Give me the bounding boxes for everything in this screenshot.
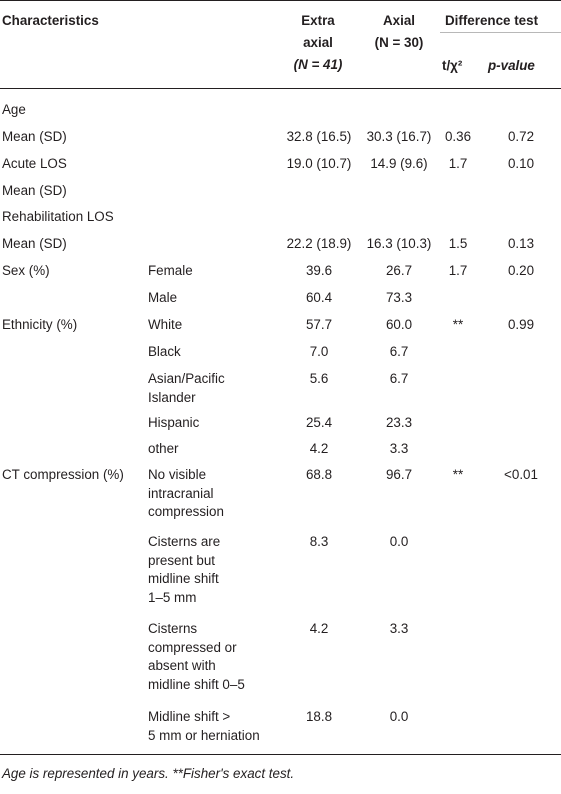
header-extra-axial-n: (N = 41) <box>293 57 343 72</box>
row-p-value: 0.20 <box>507 263 535 278</box>
row-extra-axial-value: 32.8 (16.5) <box>286 129 352 144</box>
row-subcategory: Islander <box>148 389 196 405</box>
bottom-rule <box>0 754 561 755</box>
header-axial-n: (N = 30) <box>374 35 424 50</box>
row-characteristic: Sex (%) <box>2 263 50 278</box>
header-characteristics: Characteristics <box>2 13 99 28</box>
row-subcategory: Male <box>148 290 178 305</box>
row-axial-value: 0.0 <box>389 534 409 549</box>
row-extra-axial-value: 68.8 <box>305 467 333 482</box>
row-t-chi-value: 1.7 <box>448 156 468 171</box>
row-subcategory: Female <box>148 263 193 278</box>
row-characteristic: Age <box>2 102 26 117</box>
row-subcategory: No visible <box>148 467 207 482</box>
row-extra-axial-value: 39.6 <box>305 263 333 278</box>
difference-test-underline <box>440 32 561 33</box>
row-t-chi-value: ** <box>452 467 464 482</box>
row-p-value: <0.01 <box>504 467 538 482</box>
row-axial-value: 30.3 (16.7) <box>366 129 432 144</box>
row-subcategory: Cisterns are <box>148 534 221 549</box>
row-axial-value: 14.9 (9.6) <box>370 156 428 171</box>
row-axial-value: 96.7 <box>385 467 413 482</box>
row-extra-axial-value: 7.0 <box>309 344 329 359</box>
row-t-chi-value: 1.7 <box>448 263 468 278</box>
row-axial-value: 6.7 <box>389 344 409 359</box>
row-subcategory: Midline shift > <box>148 709 231 724</box>
row-p-value: 0.72 <box>507 129 535 144</box>
row-t-chi-value: 0.36 <box>444 129 472 144</box>
row-subcategory: midline shift 0–5 <box>148 676 245 692</box>
row-characteristic: Mean (SD) <box>2 183 67 198</box>
row-extra-axial-value: 60.4 <box>305 290 333 305</box>
header-extra-axial-line2: axial <box>303 35 333 50</box>
row-characteristic: Mean (SD) <box>2 129 67 144</box>
row-axial-value: 3.3 <box>389 621 409 636</box>
row-subcategory: Hispanic <box>148 415 200 430</box>
row-axial-value: 73.3 <box>385 290 413 305</box>
row-axial-value: 0.0 <box>389 709 409 724</box>
row-t-chi-value: ** <box>452 317 464 332</box>
table-footnote: Age is represented in years. **Fisher's … <box>2 766 295 781</box>
row-extra-axial-value: 5.6 <box>309 371 329 386</box>
row-subcategory: Asian/Pacific <box>148 371 225 386</box>
row-subcategory: White <box>148 317 183 332</box>
row-axial-value: 26.7 <box>385 263 413 278</box>
row-extra-axial-value: 19.0 (10.7) <box>286 156 352 171</box>
row-subcategory: absent with <box>148 658 216 673</box>
row-axial-value: 23.3 <box>385 415 413 430</box>
row-extra-axial-value: 22.2 (18.9) <box>286 236 352 251</box>
row-p-value: 0.99 <box>507 317 535 332</box>
row-extra-axial-value: 25.4 <box>305 415 333 430</box>
row-axial-value: 16.3 (10.3) <box>366 236 432 251</box>
header-t-chi: t/χ² <box>442 58 463 73</box>
header-difference-test: Difference test <box>445 13 539 28</box>
row-p-value: 0.10 <box>507 156 535 171</box>
row-extra-axial-value: 8.3 <box>309 534 329 549</box>
row-extra-axial-value: 4.2 <box>309 621 329 636</box>
row-t-chi-value: 1.5 <box>448 236 468 251</box>
row-subcategory: compression <box>148 504 224 519</box>
row-extra-axial-value: 4.2 <box>309 441 329 456</box>
row-characteristic: Mean (SD) <box>2 236 67 251</box>
row-characteristic: Acute LOS <box>2 156 67 171</box>
row-axial-value: 3.3 <box>389 441 409 456</box>
header-rule <box>0 88 561 89</box>
row-characteristic: Rehabilitation LOS <box>2 209 114 224</box>
row-axial-value: 60.0 <box>385 317 413 332</box>
row-subcategory: Black <box>148 344 181 359</box>
row-p-value: 0.13 <box>507 236 535 251</box>
top-rule <box>0 0 561 1</box>
row-subcategory: 5 mm or herniation <box>148 727 260 743</box>
row-subcategory: compressed or <box>148 639 237 655</box>
row-subcategory: Cisterns <box>148 621 198 636</box>
header-extra-axial-line1: Extra <box>301 13 335 28</box>
row-characteristic: Ethnicity (%) <box>2 317 78 332</box>
row-extra-axial-value: 18.8 <box>305 709 333 724</box>
row-extra-axial-value: 57.7 <box>305 317 333 332</box>
header-p-value: p-value <box>488 58 535 73</box>
row-subcategory: other <box>148 441 179 456</box>
row-characteristic: CT compression (%) <box>2 467 124 482</box>
row-subcategory: 1–5 mm <box>148 589 197 605</box>
row-axial-value: 6.7 <box>389 371 409 386</box>
header-axial: Axial <box>382 13 415 28</box>
row-subcategory: present but <box>148 552 215 568</box>
row-subcategory: intracranial <box>148 485 214 501</box>
row-subcategory: midline shift <box>148 571 219 586</box>
